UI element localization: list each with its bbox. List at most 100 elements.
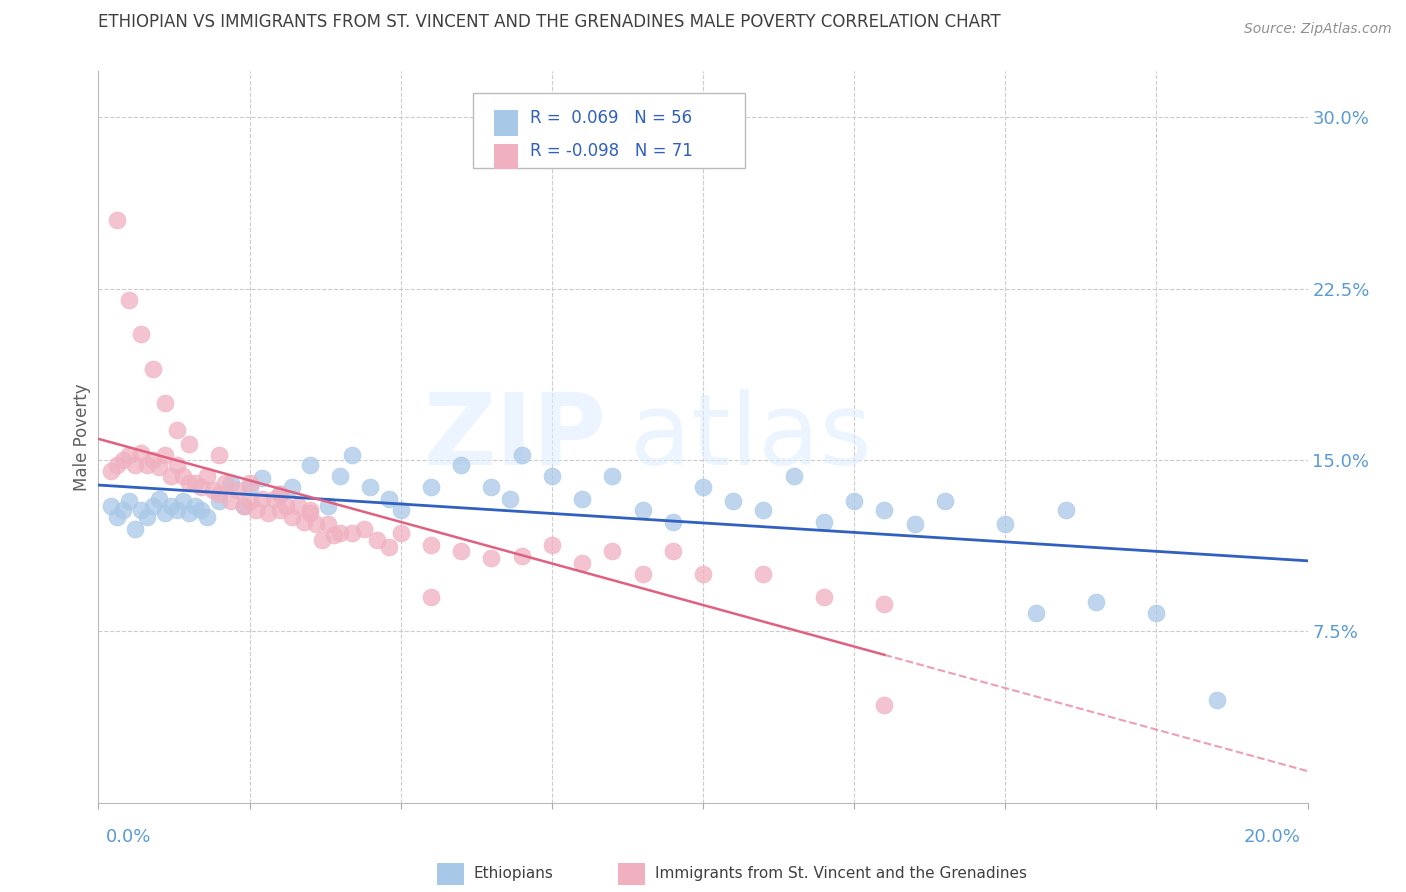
Point [118,449,141,463]
Point [135,510,157,524]
Point [752,503,775,517]
Text: Source: ZipAtlas.com: Source: ZipAtlas.com [1244,22,1392,37]
Point [329,526,352,541]
Point [221,475,243,490]
Point [498,491,520,506]
Text: ZIP: ZIP [423,389,606,485]
Point [1024,606,1046,620]
Point [299,506,322,520]
Point [783,469,806,483]
Point [208,494,231,508]
Point [100,499,122,513]
Point [311,533,333,547]
Point [1054,503,1077,517]
Point [571,491,593,506]
Point [153,449,176,463]
Point [316,516,339,531]
Text: Immigrants from St. Vincent and the Grenadines: Immigrants from St. Vincent and the Gren… [655,866,1026,881]
Point [450,458,472,472]
Point [166,503,188,517]
Point [153,396,176,410]
Point [420,480,443,494]
Point [129,327,152,342]
Point [281,480,304,494]
Point [631,503,654,517]
Point [274,499,297,513]
Point [305,516,328,531]
Point [269,487,291,501]
Point [661,544,683,558]
Point [692,480,714,494]
Point [160,499,183,513]
Point [1144,606,1167,620]
Point [752,567,775,582]
Point [111,503,134,517]
Point [263,491,285,506]
Point [172,469,194,483]
Point [148,459,170,474]
Y-axis label: Male Poverty: Male Poverty [73,384,91,491]
Point [195,469,218,483]
Point [481,551,503,566]
Point [481,480,503,494]
Point [873,698,896,712]
Point [111,453,134,467]
Point [105,458,128,472]
Point [420,537,443,551]
Point [844,494,866,508]
Point [245,503,267,517]
Point [124,521,146,535]
Point [299,503,322,517]
Text: atlas: atlas [630,389,872,485]
Point [602,469,624,483]
Point [389,503,412,517]
Bar [494,110,517,136]
Point [269,487,291,501]
Point [323,528,346,542]
Point [129,446,152,460]
Point [239,475,262,490]
Point [873,597,896,611]
Point [239,480,262,494]
Point [190,480,212,494]
Point [172,494,194,508]
Point [195,510,218,524]
Point [994,516,1017,531]
Point [661,515,683,529]
Point [105,510,128,524]
Point [329,469,352,483]
Point [208,487,231,501]
Point [239,494,262,508]
Text: R = -0.098   N = 71: R = -0.098 N = 71 [530,143,693,161]
Point [142,499,165,513]
Point [377,491,399,506]
Bar [437,863,464,885]
Point [208,449,231,463]
Point [377,540,399,554]
Point [179,506,201,520]
Point [250,471,273,485]
Point [360,480,382,494]
Point [389,526,412,541]
Point [813,515,835,529]
Bar [494,144,517,169]
Point [129,503,152,517]
Point [179,475,201,490]
Point [269,503,291,517]
Point [366,533,388,547]
Point [226,483,249,497]
Point [118,293,141,307]
Point [813,590,835,604]
Point [692,567,714,582]
Text: R =  0.069   N = 56: R = 0.069 N = 56 [530,109,692,127]
Point [153,506,176,520]
Point [214,475,236,490]
Point [166,458,188,472]
Point [221,494,243,508]
Point [299,458,322,472]
Point [135,458,157,472]
Point [510,549,533,563]
Point [1206,693,1229,707]
Point [202,483,225,497]
Point [100,464,122,478]
